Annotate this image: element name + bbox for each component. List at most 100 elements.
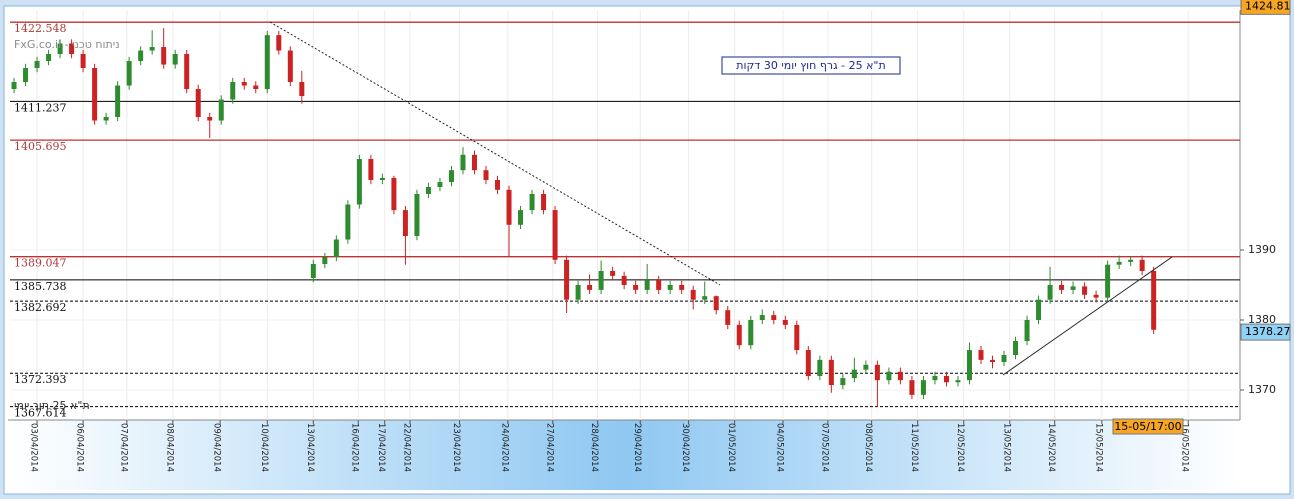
candle-body (103, 117, 109, 121)
candle-body (587, 284, 593, 290)
price-tag (1240, 0, 1291, 15)
candle-body (495, 180, 501, 190)
candle-body (402, 210, 408, 236)
candles (11, 28, 1157, 407)
x-tick-label: 09/04/2014 (212, 423, 222, 472)
candle-body (748, 319, 754, 346)
candle-body (564, 259, 570, 300)
candle-body (529, 194, 535, 211)
candle-body (310, 263, 316, 278)
x-tick-label: 27/04/2014 (544, 423, 554, 472)
candle-body (172, 54, 178, 65)
trend-line (269, 21, 721, 286)
candle-body (356, 159, 362, 205)
candle-body (932, 375, 938, 381)
x-tick-label: 15/05/2014 (1093, 423, 1103, 472)
candle-body (771, 315, 777, 320)
x-tick-label: 07/05/2014 (819, 423, 829, 472)
candle-body (115, 85, 121, 118)
candle-body (909, 380, 915, 395)
price-tag (1240, 323, 1291, 341)
watermark: FxG.co.il - ניתוח טכני (14, 38, 120, 51)
candle-body (195, 89, 201, 118)
candle-body (345, 204, 351, 240)
x-tick-label: 06/04/2014 (75, 423, 85, 472)
candle-body (23, 68, 29, 83)
x-tick-label: 16/05/2014 (1180, 423, 1190, 472)
x-tick-label: 10/04/2014 (259, 423, 269, 472)
level-label: 1389.047 (14, 257, 67, 270)
candle-body (1013, 340, 1019, 355)
candle-body (1036, 299, 1042, 320)
candle-body (667, 284, 673, 290)
candle-body (322, 256, 328, 264)
candle-body (863, 364, 869, 370)
candle-body (782, 319, 788, 325)
time-tag (1112, 418, 1184, 435)
candle-body (299, 82, 305, 97)
candle-body (184, 54, 190, 90)
candle-body (264, 35, 270, 90)
x-tick-label: 22/04/2014 (402, 423, 412, 472)
candle-body (656, 280, 662, 290)
candle-body (506, 189, 512, 225)
candle-body (1059, 284, 1065, 290)
candle-body (702, 296, 708, 300)
candle-body (794, 324, 800, 351)
x-tick-label: 23/04/2014 (451, 423, 461, 472)
candle-body (713, 296, 719, 311)
x-tick-label: 16/04/2014 (350, 423, 360, 472)
y-tick-label: 1370 (1248, 383, 1276, 396)
candle-body (11, 82, 17, 90)
x-tick-label: 04/05/2014 (774, 423, 784, 472)
candle-body (805, 350, 811, 376)
candle-body (230, 82, 236, 100)
candle-body (598, 270, 604, 290)
candle-body (218, 99, 224, 121)
x-tick-label: 13/04/2014 (305, 423, 315, 472)
x-tick-label: 24/04/2014 (499, 423, 509, 472)
candle-body (978, 350, 984, 360)
level-label: 1367.614 (14, 407, 67, 420)
candle-body (1116, 261, 1122, 265)
candle-body (276, 35, 282, 51)
candle-body (840, 378, 846, 386)
candle-body (253, 85, 259, 90)
candle-body (414, 194, 420, 236)
price-tag-label: 1378.27 (1245, 325, 1291, 338)
candle-body (1047, 284, 1053, 300)
trend-line (1002, 256, 1173, 376)
candle-body (483, 170, 489, 181)
candle-body (541, 194, 547, 211)
candle-body (817, 359, 823, 376)
candle-body (391, 177, 397, 211)
candle-body (207, 117, 213, 121)
chart-title: ת"א 25 - גרף חוץ יומי 30 דקות (736, 59, 885, 72)
candle-body (874, 364, 880, 381)
candle-body (690, 289, 696, 300)
candle-body (1128, 259, 1134, 262)
candle-body (1105, 264, 1111, 298)
candle-body (886, 371, 892, 381)
candle-body (610, 270, 616, 276)
candle-body (575, 284, 581, 300)
x-tick-label: 17/04/2014 (376, 423, 386, 472)
candle-body (448, 170, 454, 183)
candle-body (126, 61, 132, 86)
candle-body (966, 350, 972, 381)
candle-body (46, 54, 52, 62)
candle-body (471, 154, 477, 171)
x-tick-label: 14/05/2014 (1046, 423, 1056, 472)
candle-body (425, 187, 431, 195)
candle-body (621, 275, 627, 285)
x-tick-label: 30/04/2014 (680, 423, 690, 472)
candle-body (943, 375, 949, 383)
level-label: 1385.738 (14, 280, 67, 293)
x-tick-label: 07/04/2014 (118, 423, 128, 472)
candle-body (333, 239, 339, 257)
x-tick-label: 28/04/2014 (589, 423, 599, 472)
candle-body (1070, 286, 1076, 290)
y-tick-label: 1380 (1248, 313, 1276, 326)
